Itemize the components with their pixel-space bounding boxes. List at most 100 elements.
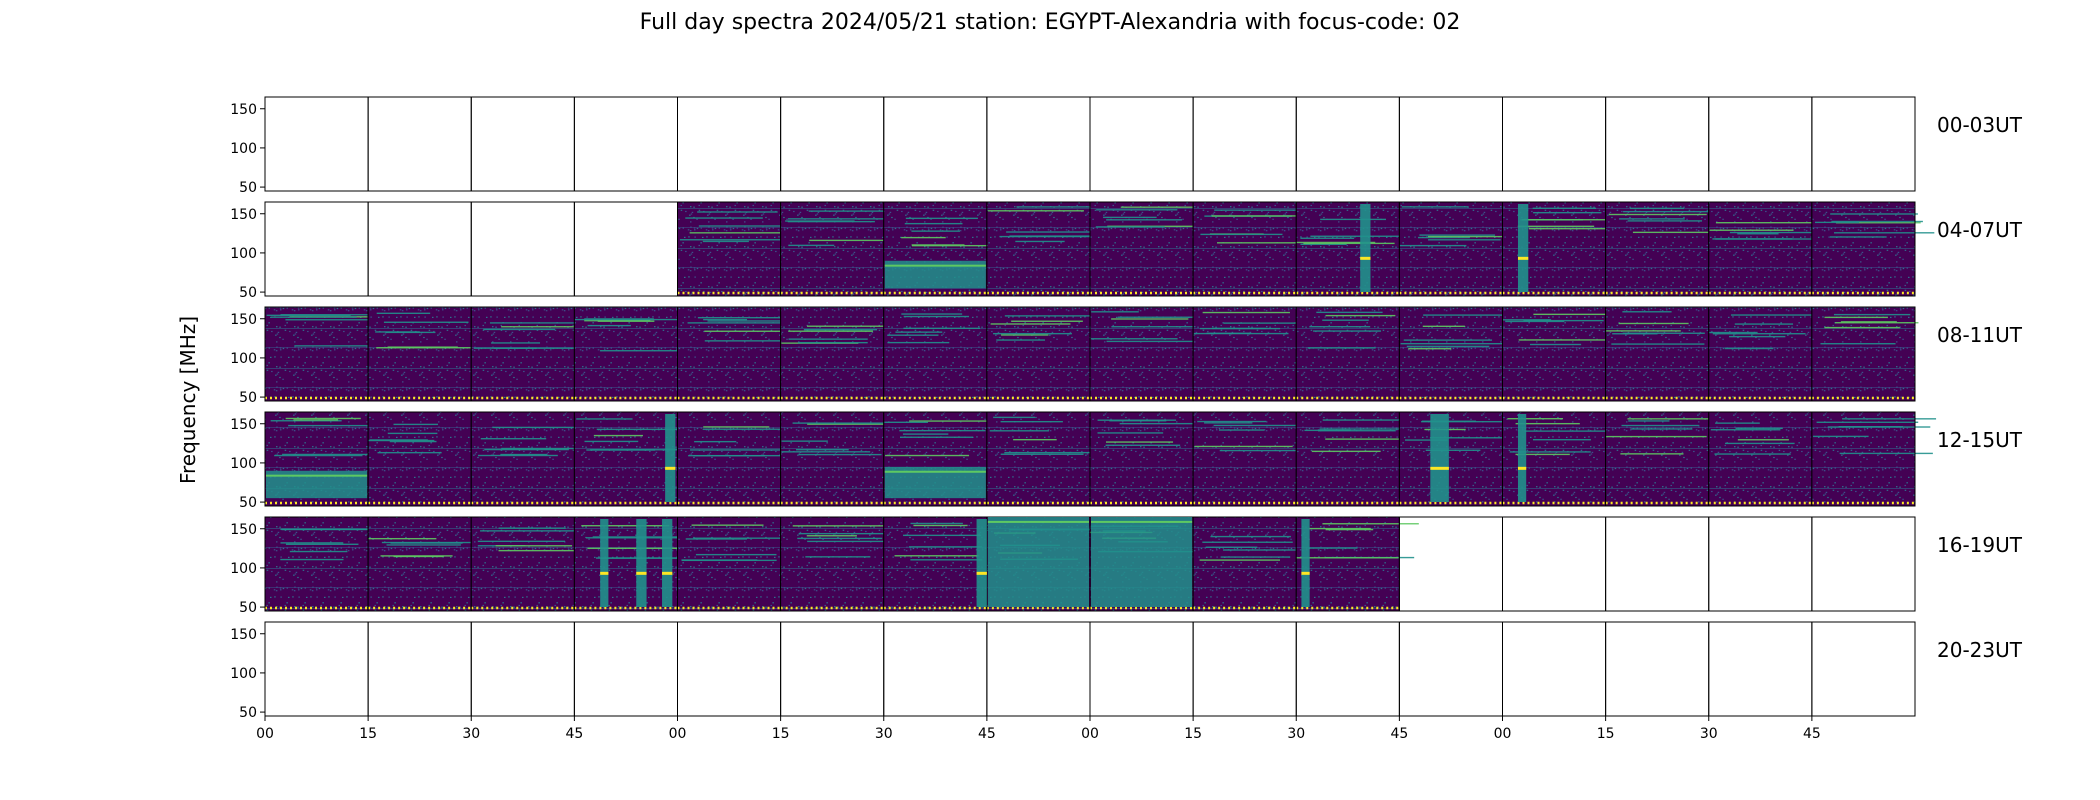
emission-line [1120,206,1202,208]
panel-spectrum [1296,517,1400,611]
emission-line [1096,209,1178,211]
panel-frame [1295,621,1400,717]
emission-line [1316,311,1383,314]
emission-line [809,239,906,242]
emission-line [1522,219,1609,221]
emission-line [1296,241,1376,244]
emission-line [702,240,749,243]
emission-line [807,423,890,425]
panel-frame [573,96,678,192]
panel-spectrum [677,202,781,296]
spectra-panel [1605,96,1710,192]
spectra-panel [1295,516,1419,612]
panel-spectrum [1193,307,1297,401]
spectra-panel [677,201,799,297]
spectra-panel [470,201,575,297]
spectra-panel [1811,306,1919,402]
panel-frame [1605,96,1710,192]
emission-line [1816,421,1919,423]
panel-spectrum [1193,412,1297,506]
emission-line [703,318,748,321]
emission-line [1737,439,1789,441]
emission-line [483,328,556,331]
panel-spectrum [1399,307,1503,401]
emission-line [294,345,395,347]
spectra-panel [986,201,1106,297]
panel-spectrum [780,517,884,611]
panel-frame [573,201,678,297]
spectra-panel [470,621,575,717]
emission-line [393,423,438,426]
emission-line [477,540,566,543]
burst-column [665,414,676,502]
spectra-panel [470,96,575,192]
emission-line [1013,438,1057,441]
emission-line [1325,528,1374,531]
spectra-panel [677,306,800,402]
burst-edge [884,264,986,267]
x-tick-label: 00 [669,726,687,742]
emission-line [1309,547,1358,549]
panel-frame [986,621,1091,717]
emission-line [689,232,781,234]
emission-line [1632,231,1719,234]
emission-line [1715,222,1813,224]
emission-line [1202,541,1293,543]
x-tick-label: 00 [256,726,274,742]
emission-line [473,347,537,349]
panel-frame [367,96,472,192]
emission-line [1105,444,1181,446]
emission-line [285,543,359,545]
spectra-panel [573,411,697,507]
emission-line [576,418,633,420]
panel-frame [470,96,575,192]
emission-line [798,532,895,535]
row-label: 04-07UT [1937,218,2023,242]
row-label: 20-23UT [1937,638,2023,662]
y-tick-label: 50 [239,390,257,406]
emission-line [1622,311,1672,313]
emission-line [1097,432,1164,434]
burst-peak [636,571,647,575]
emission-line [368,537,437,540]
emission-line [1322,419,1410,421]
emission-line [808,210,898,212]
emission-line [386,544,461,546]
emission-line [280,314,373,316]
panel-spectrum [1296,202,1400,296]
panel-spectrum [780,307,884,401]
emission-line [1400,342,1503,345]
emission-line [593,434,643,437]
x-tick-label: 00 [1494,726,1512,742]
emission-line [1004,315,1106,317]
spectra-panel [1192,621,1297,717]
panel-frame [264,201,369,297]
emission-line [1322,523,1419,525]
emission-line [1204,422,1253,424]
emission-line [1712,238,1793,240]
panel-spectrum [368,517,472,611]
spectra-panel [1811,516,1916,612]
emission-line [498,549,578,552]
panel-frame [986,96,1091,192]
spectra-panel [470,411,598,507]
burst-column [1430,414,1449,502]
panel-spectrum [1296,307,1400,401]
emission-line [1620,453,1684,455]
emission-line [806,535,857,537]
spectra-panel [1398,516,1503,612]
spectra-panel [1605,516,1710,612]
emission-line [1106,219,1183,221]
emission-line [280,542,344,544]
y-tick-label: 50 [239,180,257,196]
emission-line [1515,422,1580,425]
emission-line [376,312,431,315]
emission-line [1408,348,1452,350]
emission-line [1831,220,1923,223]
burst-column [636,519,647,607]
emission-line [1840,321,1897,323]
emission-line [1824,326,1900,329]
panel-frame [1811,96,1916,192]
emission-line [913,524,968,527]
